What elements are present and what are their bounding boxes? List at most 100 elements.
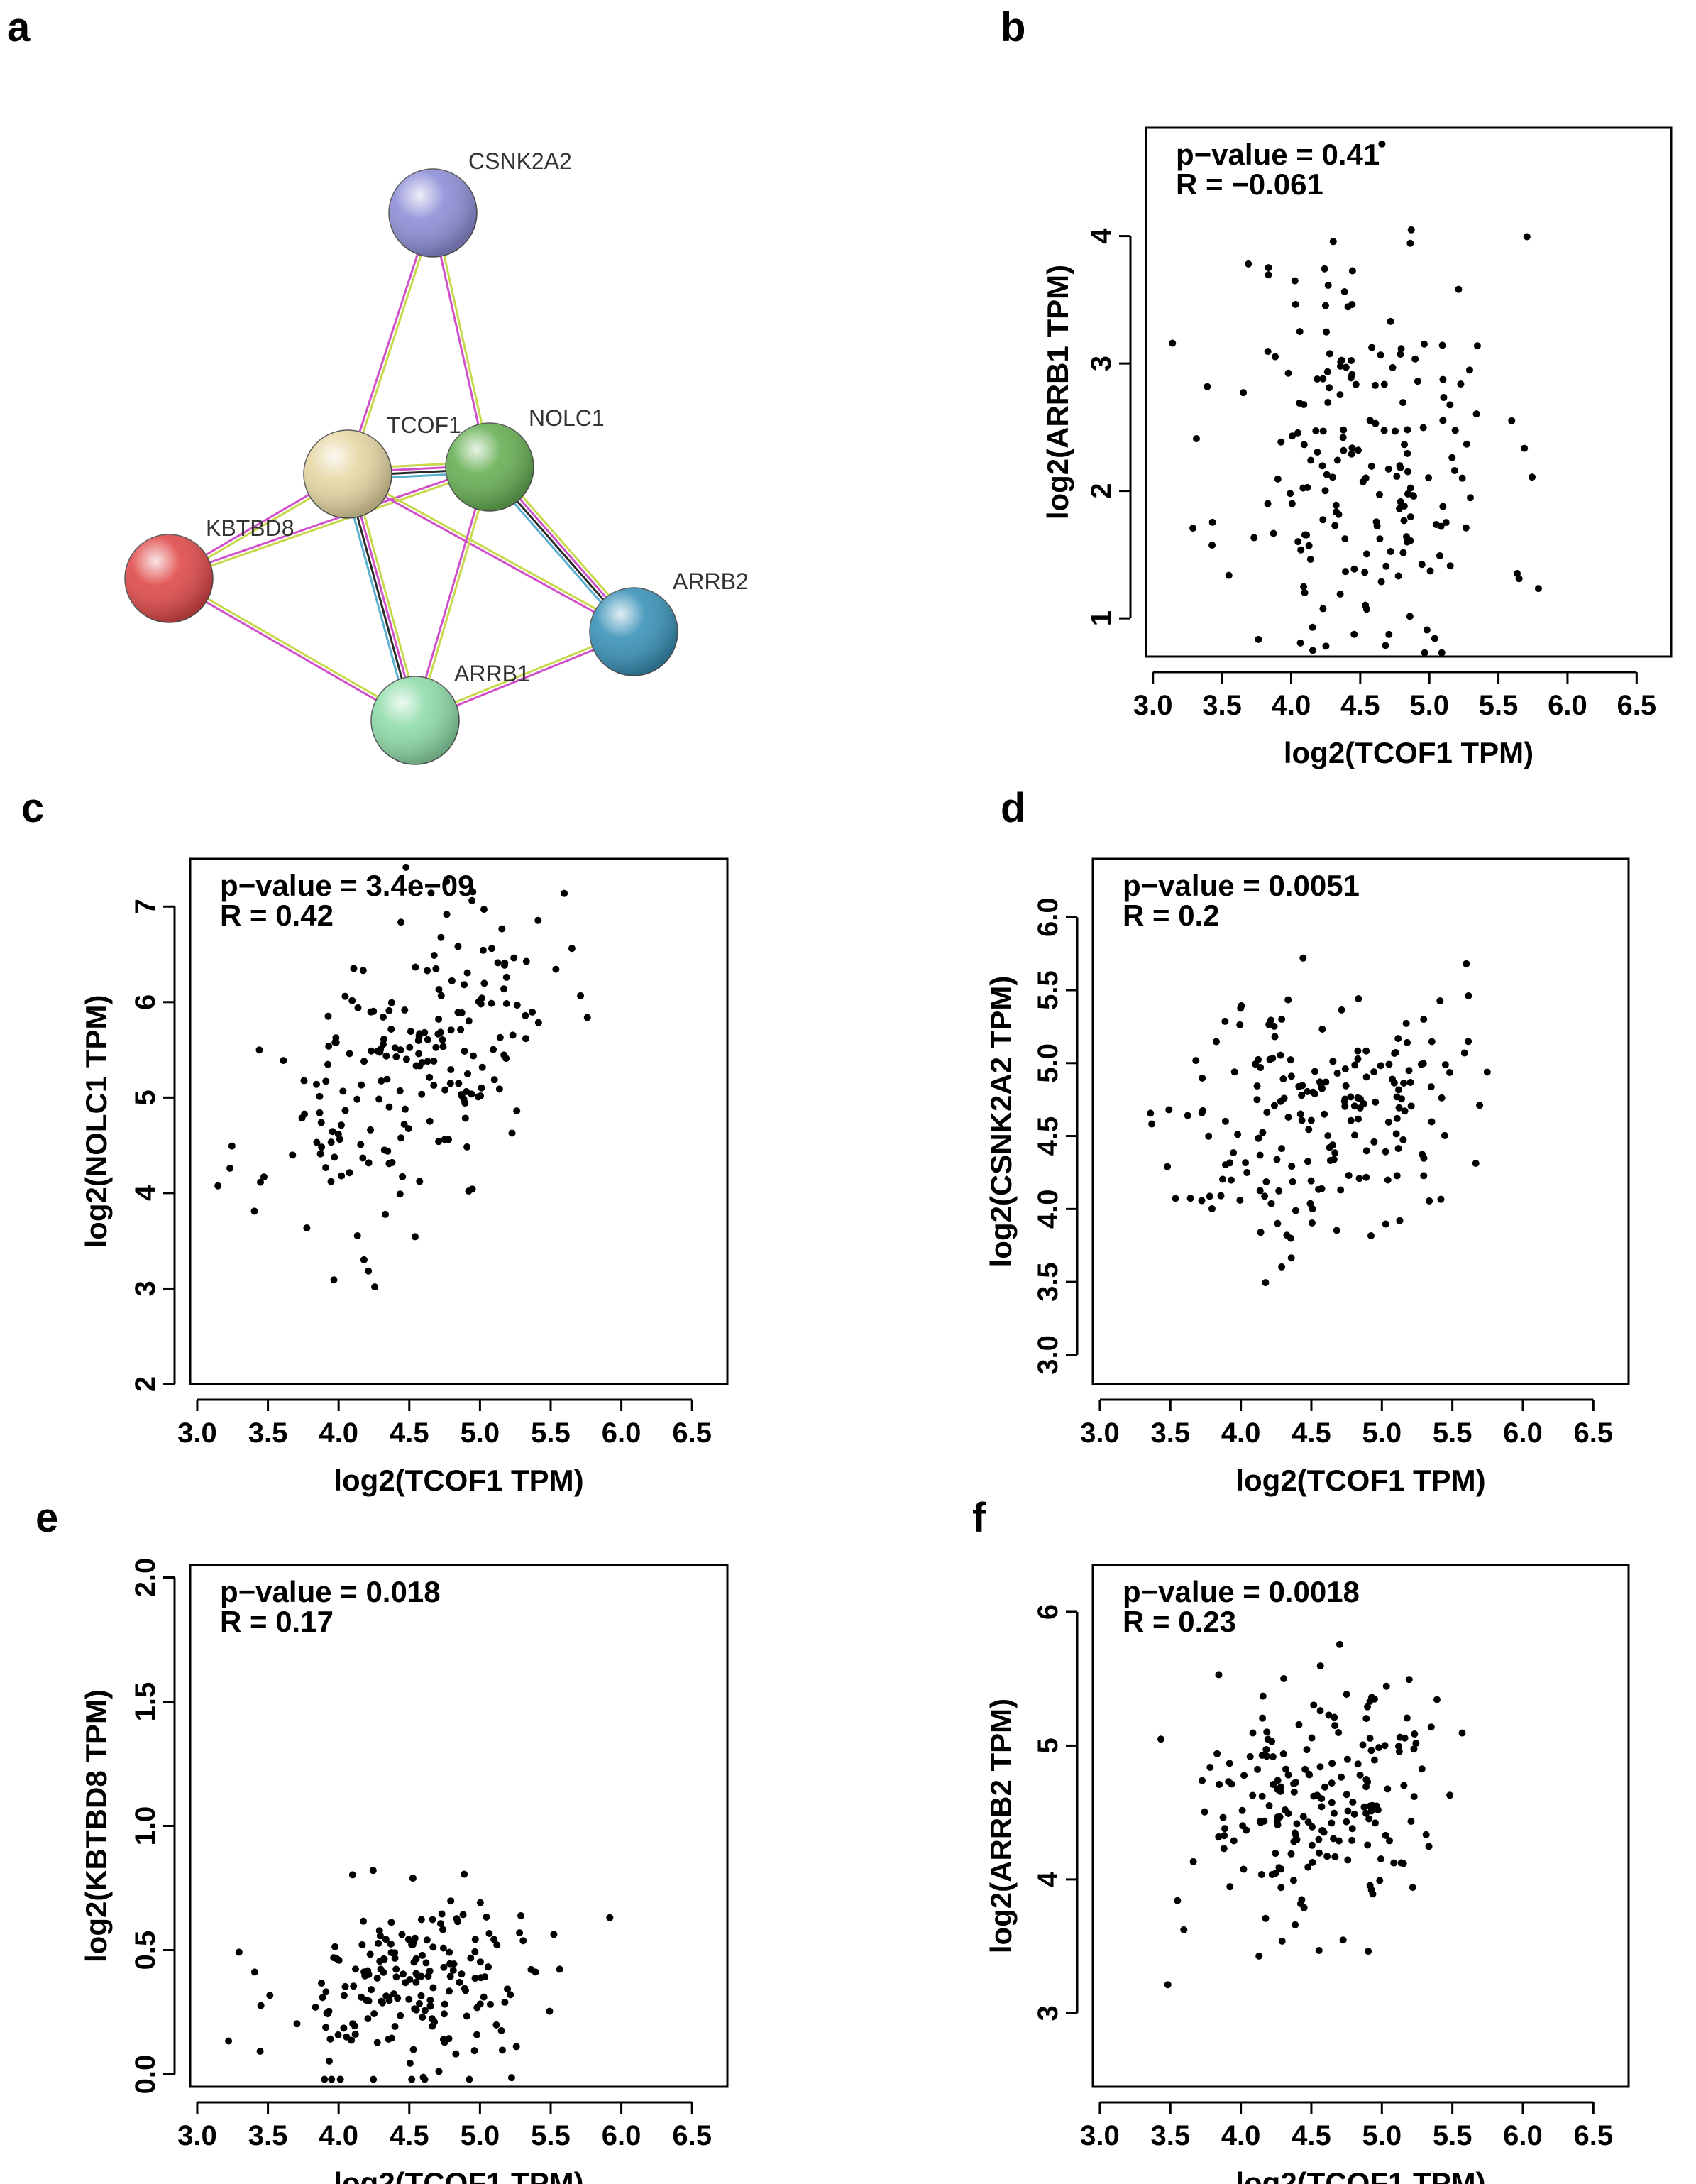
data-point — [501, 1998, 509, 2006]
data-point — [401, 1006, 409, 1014]
data-point — [1341, 1102, 1349, 1110]
data-point — [1523, 233, 1531, 241]
data-point — [1404, 468, 1411, 476]
data-point — [1439, 503, 1447, 510]
data-point — [478, 1084, 485, 1092]
data-point — [266, 1992, 274, 1999]
data-point — [1340, 446, 1348, 454]
data-point — [488, 999, 495, 1007]
data-point — [358, 1081, 365, 1089]
data-point — [1221, 1117, 1229, 1125]
data-point — [365, 1997, 373, 2005]
data-point — [1309, 623, 1316, 631]
y-tick-label: 1.5 — [130, 1682, 161, 1722]
stat-annotation: R = −0.061 — [1176, 168, 1323, 201]
data-point — [1311, 1090, 1318, 1098]
data-point — [225, 2037, 233, 2045]
data-point — [361, 1972, 369, 1980]
data-point — [404, 1125, 412, 1133]
data-point — [409, 2046, 417, 2053]
data-point — [1319, 516, 1327, 524]
data-point — [1240, 1865, 1248, 1873]
data-point — [1399, 1860, 1407, 1867]
data-point — [370, 2075, 378, 2083]
data-point — [1342, 363, 1350, 371]
data-point — [561, 889, 568, 897]
data-point — [358, 1993, 365, 2001]
data-point — [1287, 1850, 1295, 1858]
data-point — [1205, 1132, 1213, 1140]
data-point — [479, 946, 487, 954]
data-point — [1304, 1087, 1311, 1095]
data-point — [440, 2010, 448, 2018]
data-point — [1240, 389, 1248, 397]
data-point — [460, 981, 468, 989]
data-point — [1332, 501, 1340, 509]
data-point — [447, 1026, 455, 1034]
data-point — [432, 965, 440, 972]
data-point — [419, 2014, 426, 2021]
plot-frame — [189, 1564, 729, 2088]
data-point — [1261, 1192, 1269, 1200]
data-point — [1343, 1791, 1350, 1799]
data-point — [1348, 300, 1356, 308]
data-point — [1289, 1178, 1296, 1185]
data-point — [1451, 427, 1459, 434]
data-point — [1441, 1131, 1448, 1139]
data-point — [1257, 1818, 1265, 1826]
y-axis-label: log2(NOLC1 TPM) — [79, 995, 113, 1249]
data-point — [1350, 1811, 1358, 1818]
data-point — [480, 979, 488, 987]
data-point — [1321, 302, 1329, 309]
data-point — [1318, 1025, 1326, 1033]
data-point — [1189, 1858, 1197, 1865]
data-point — [1360, 1100, 1367, 1108]
data-point — [466, 2075, 473, 2083]
x-tick-label: 3.0 — [1133, 690, 1173, 721]
data-point — [1338, 1006, 1345, 1014]
data-point — [313, 1080, 321, 1088]
data-point — [1387, 317, 1394, 325]
data-point — [1400, 1079, 1408, 1087]
data-point — [330, 1276, 338, 1284]
data-point — [1222, 1161, 1230, 1169]
data-point — [378, 1077, 385, 1085]
data-point — [1378, 140, 1386, 148]
y-tick-label: 4 — [130, 1185, 161, 1201]
data-point — [1339, 434, 1347, 441]
data-point — [1234, 1131, 1242, 1138]
data-point — [1221, 1017, 1229, 1025]
data-point — [498, 2046, 506, 2054]
data-point — [313, 1138, 321, 1146]
data-point — [1257, 1064, 1265, 1072]
data-point — [1307, 456, 1315, 464]
x-tick-label: 6.0 — [1503, 2120, 1543, 2151]
data-point — [1309, 1205, 1316, 1213]
data-point — [1259, 1692, 1267, 1700]
data-point — [1292, 300, 1299, 308]
data-point — [1328, 473, 1336, 481]
data-point — [1476, 1102, 1484, 1109]
data-point — [341, 992, 349, 1000]
data-point — [488, 945, 495, 953]
x-tick-label: 3.0 — [177, 1417, 217, 1449]
data-point — [1290, 1838, 1298, 1845]
x-tick-label: 6.5 — [1617, 690, 1657, 721]
data-point — [1384, 1118, 1392, 1126]
data-point — [1534, 585, 1542, 593]
data-point — [1347, 1093, 1355, 1101]
data-point — [1264, 1735, 1272, 1743]
data-point — [1296, 1110, 1304, 1118]
data-point — [1348, 357, 1355, 365]
data-point — [1404, 449, 1411, 457]
data-point — [1318, 1827, 1326, 1835]
data-point — [470, 2047, 478, 2055]
data-point — [1308, 1841, 1316, 1849]
data-point — [387, 1025, 395, 1033]
data-point — [1277, 438, 1285, 446]
data-point — [1377, 578, 1385, 586]
data-point — [1164, 1163, 1172, 1170]
data-point — [1418, 1765, 1426, 1773]
data-point — [480, 906, 488, 913]
x-tick-label: 3.0 — [1080, 1417, 1120, 1449]
